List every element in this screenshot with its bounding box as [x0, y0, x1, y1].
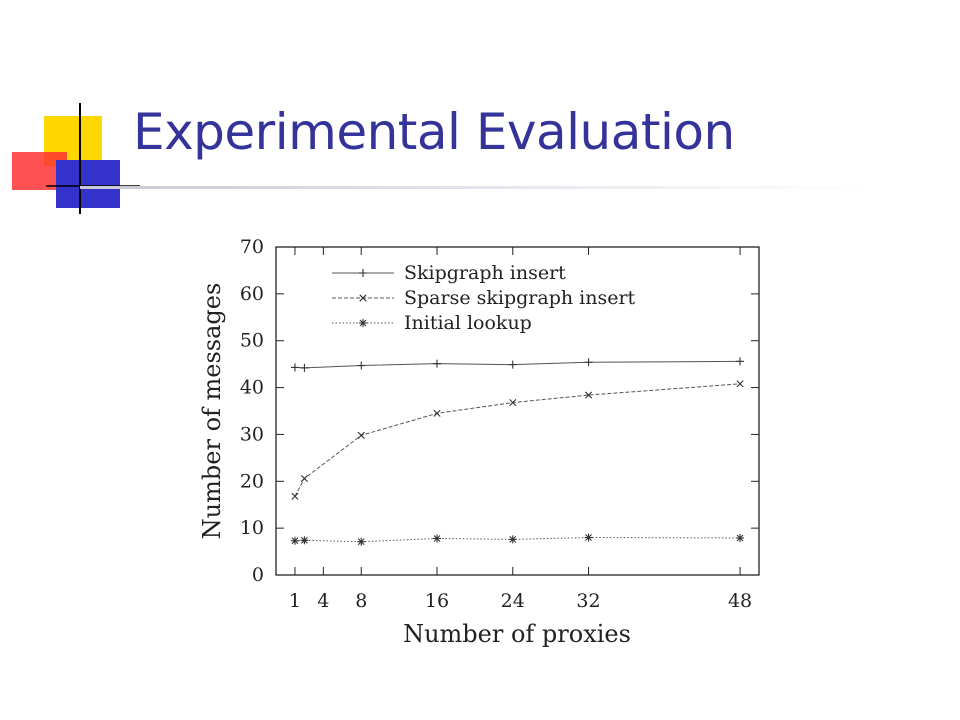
legend-item: Skipgraph insert: [332, 262, 566, 284]
x-tick-label: 16: [425, 590, 449, 612]
y-tick-label: 10: [240, 517, 264, 539]
y-axis: 0 10 20 30 40 50 60 70: [240, 236, 759, 586]
legend-label: Sparse skipgraph insert: [404, 287, 636, 309]
data-point: [736, 533, 745, 542]
plot-frame: [275, 246, 760, 576]
data-point: [291, 492, 299, 500]
title-underline: [80, 186, 870, 189]
legend: Skipgraph insert Sparse skipgraph insert I…: [332, 262, 636, 334]
data-point: [290, 536, 299, 545]
slide-decoration: [12, 103, 140, 214]
data-point: [433, 359, 441, 368]
series-2: [291, 380, 744, 500]
legend-marker: [359, 269, 367, 277]
slide-title: Experimental Evaluation: [133, 103, 735, 161]
legend-marker: [359, 319, 367, 327]
y-tick-label: 30: [240, 423, 264, 445]
legend-label: Skipgraph insert: [404, 262, 566, 284]
decor-blue-square: [56, 160, 120, 208]
x-tick-label: 4: [317, 590, 329, 612]
data-point: [584, 533, 593, 542]
x-tick-label: 48: [728, 590, 752, 612]
data-point: [357, 361, 366, 370]
x-tick-label: 32: [576, 590, 600, 612]
data-point: [584, 391, 593, 399]
legend-label: Initial lookup: [404, 312, 532, 334]
data-point: [509, 398, 517, 407]
data-point: [357, 431, 365, 439]
data-point: [300, 474, 309, 483]
series-1: [290, 357, 745, 372]
y-tick-label: 70: [240, 236, 264, 258]
y-tick-label: 40: [240, 377, 264, 399]
data-point: [508, 360, 517, 369]
x-axis-title: Number of proxies: [403, 620, 631, 648]
legend-marker: [359, 294, 367, 302]
y-tick-label: 50: [240, 330, 264, 352]
data-point: [433, 409, 441, 417]
legend-item: Sparse skipgraph insert: [332, 287, 636, 309]
data-point: [736, 357, 745, 366]
x-tick-label: 8: [355, 590, 367, 612]
data-point: [300, 536, 309, 545]
x-tick-label: 24: [501, 590, 525, 612]
x-tick-label: 1: [289, 590, 301, 612]
data-point: [290, 363, 299, 372]
data-point: [300, 363, 309, 372]
data-point: [584, 358, 593, 367]
y-tick-label: 0: [252, 564, 264, 586]
data-point: [433, 534, 441, 543]
series-layer: [290, 357, 745, 546]
series-3: [290, 533, 745, 546]
y-tick-label: 60: [240, 283, 264, 305]
legend-item: Initial lookup: [332, 312, 532, 334]
y-axis-title: Number of messages: [198, 283, 226, 540]
data-point: [508, 535, 517, 544]
y-tick-label: 20: [240, 470, 264, 492]
data-point: [357, 537, 366, 546]
x-axis: 1 4 8 16 24 32 48: [289, 247, 752, 612]
series-line: [294, 383, 741, 497]
data-point: [736, 380, 744, 388]
